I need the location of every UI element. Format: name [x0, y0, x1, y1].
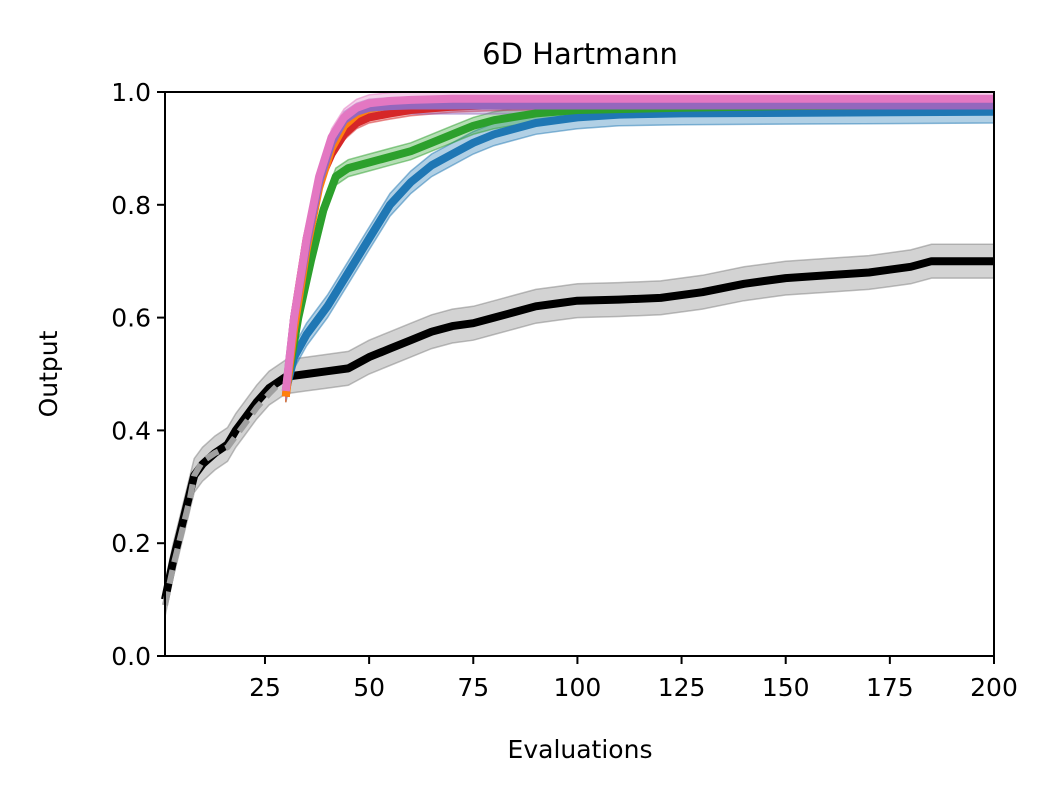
y-tick-label: 0.8: [111, 191, 151, 220]
x-tick-label: 50: [353, 673, 385, 702]
x-tick-label: 125: [658, 673, 706, 702]
x-tick-label: 75: [457, 673, 489, 702]
x-tick-label: 25: [249, 673, 281, 702]
chart-title: 6D Hartmann: [482, 37, 678, 71]
y-tick-label: 0.0: [111, 642, 151, 671]
line-blue: [281, 107, 995, 392]
plot-frame: [164, 91, 995, 657]
line-baseline-gray-dashed: [162, 382, 282, 606]
line-pink: [281, 94, 994, 392]
y-tick-label: 0.6: [111, 304, 151, 333]
y-axis-ticks: 0.0 0.2 0.4 0.6 0.8 1.0: [111, 78, 165, 671]
x-tick-label: 150: [762, 673, 810, 702]
x-axis-label: Evaluations: [508, 735, 653, 764]
line-baseline-black: [161, 257, 994, 601]
x-tick-label: 200: [970, 673, 1018, 702]
x-tick-label: 175: [866, 673, 914, 702]
x-axis-ticks: 25 50 75 100 125 150 175 200: [249, 656, 1018, 702]
y-tick-label: 1.0: [111, 78, 151, 107]
y-axis-label: Output: [34, 330, 63, 417]
y-tick-label: 0.2: [111, 529, 151, 558]
x-tick-label: 100: [554, 673, 602, 702]
y-tick-label: 0.4: [111, 416, 151, 445]
series-lines: [161, 94, 995, 606]
